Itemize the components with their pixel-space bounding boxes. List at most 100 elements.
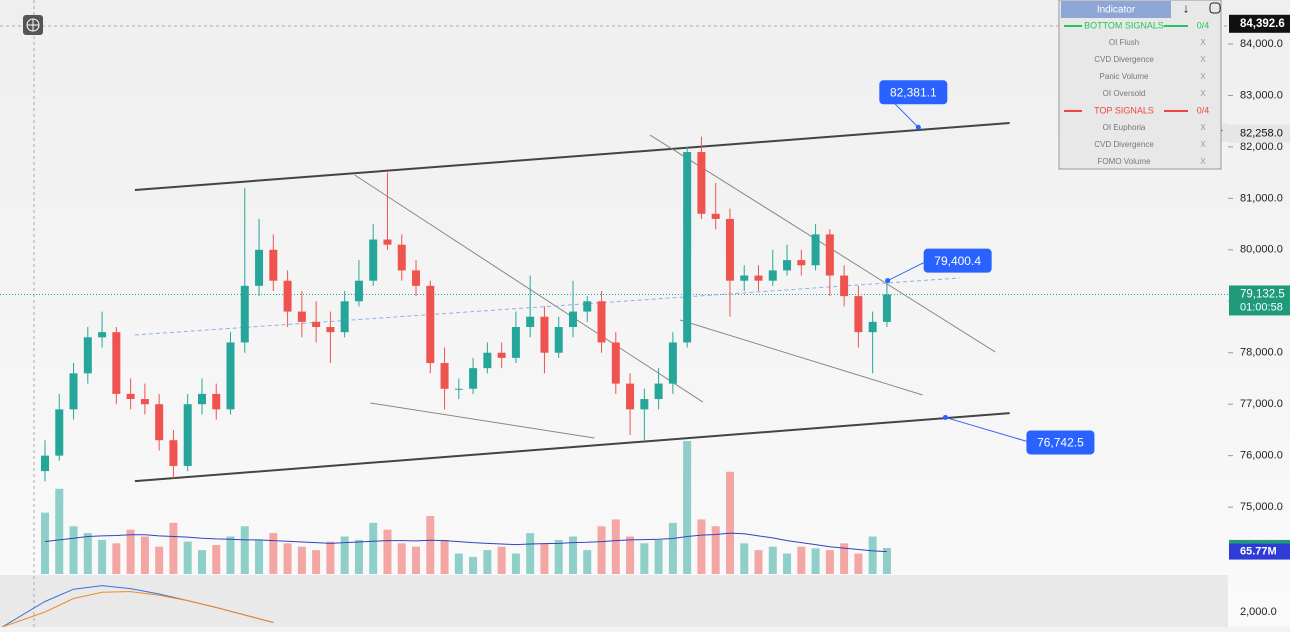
candle-body	[155, 404, 164, 441]
candle-body	[312, 321, 321, 328]
crosshair-button[interactable]	[23, 15, 43, 35]
volume-bar	[783, 553, 792, 574]
candle-body	[797, 260, 806, 266]
volume-badge-label: 65.77M	[1240, 545, 1277, 557]
candle-body	[640, 399, 649, 410]
trend-line	[649, 134, 996, 353]
candle-body	[440, 363, 449, 389]
panel-title: Indicator	[1097, 5, 1136, 16]
candle-body	[454, 388, 463, 390]
download-icon: ↓	[1183, 0, 1190, 15]
signal-state: X	[1200, 38, 1206, 47]
volume-bar	[854, 553, 863, 574]
candle-body	[354, 280, 363, 302]
group-count: 0/4	[1197, 20, 1210, 30]
candle-body	[825, 234, 834, 276]
volume-bar	[312, 550, 321, 574]
download-button[interactable]: ↓	[1183, 0, 1190, 15]
signal-label: CVD Divergence	[1094, 55, 1154, 64]
volume-bar	[55, 488, 64, 574]
volume-badge	[1229, 543, 1290, 560]
candle-body	[611, 342, 620, 384]
volume-bar	[140, 536, 149, 574]
candle-body	[226, 342, 235, 410]
volume-bar	[868, 536, 877, 574]
volume-bar	[754, 550, 763, 574]
volume-bar	[540, 543, 549, 574]
price-badge	[1229, 124, 1290, 143]
candle-body	[497, 352, 506, 358]
volume-bar	[212, 545, 221, 574]
candle-body	[668, 342, 677, 384]
signal-label: CVD Divergence	[1094, 140, 1154, 149]
volume-bar	[197, 550, 206, 574]
candle-body	[112, 332, 121, 394]
candle-body	[554, 327, 563, 353]
volume-bar	[640, 543, 649, 574]
volume-bar	[697, 519, 706, 574]
candle-body	[240, 285, 249, 343]
candle-body	[725, 218, 734, 281]
volume-bar	[155, 546, 164, 574]
y-tick-label: 80,000.0	[1240, 244, 1283, 256]
note-box	[1026, 430, 1095, 455]
trend-line	[134, 121, 1010, 192]
candle-body	[269, 249, 278, 281]
volume-ma	[44, 532, 887, 553]
candle-body	[540, 316, 549, 353]
refresh-icon	[1209, 2, 1221, 14]
volume-bar	[654, 539, 663, 574]
candle-body	[768, 270, 777, 281]
candle-body	[740, 275, 749, 281]
volume-bar	[626, 536, 635, 574]
candle-body	[568, 311, 577, 328]
volume-bar	[126, 529, 135, 574]
group-count: 0/4	[1197, 105, 1210, 115]
volume-bar	[469, 556, 478, 574]
signal-label: OI Euphoria	[1103, 123, 1146, 132]
candle-body	[55, 409, 64, 456]
volume-bar	[98, 539, 107, 574]
signal-label: FOMO Volume	[1098, 157, 1151, 166]
volume-bar	[568, 536, 577, 574]
candle-body	[212, 393, 221, 410]
volume-bar	[440, 539, 449, 574]
candle-body	[369, 239, 378, 281]
volume-bar	[611, 519, 620, 574]
volume-bar	[483, 550, 492, 574]
signal-state: X	[1200, 72, 1206, 81]
note-box	[923, 248, 992, 273]
candle-body	[811, 234, 820, 266]
candle-body	[626, 383, 635, 410]
candle-body	[783, 260, 792, 271]
volume-bar	[83, 533, 92, 574]
volume-bar	[583, 550, 592, 574]
candle-body	[683, 152, 692, 343]
volume-bar	[526, 533, 535, 574]
candle-body	[197, 393, 206, 405]
volume-bar	[740, 543, 749, 574]
signal-state: X	[1200, 140, 1206, 149]
candle-body	[469, 368, 478, 389]
badge-label: 84,392.6	[1240, 18, 1285, 30]
volume-bar	[412, 546, 421, 574]
volume-bar	[511, 553, 520, 574]
candle-body	[169, 440, 178, 466]
candle-body	[868, 321, 877, 333]
candle-body	[283, 280, 292, 312]
volume-bar	[554, 539, 563, 574]
trend-line	[354, 174, 704, 403]
volume-bar	[269, 533, 278, 574]
refresh-button[interactable]	[1209, 2, 1221, 14]
volume-bar	[397, 543, 406, 574]
volume-bar	[768, 546, 777, 574]
candle-body	[69, 373, 78, 410]
candle-body	[654, 383, 663, 400]
indicator-pane-bg	[0, 575, 1228, 627]
note-label: 79,400.4	[934, 254, 981, 268]
volume-bar	[811, 548, 820, 574]
volume-bar	[825, 550, 834, 574]
volume-bar	[711, 526, 720, 574]
trend-line	[134, 277, 960, 336]
